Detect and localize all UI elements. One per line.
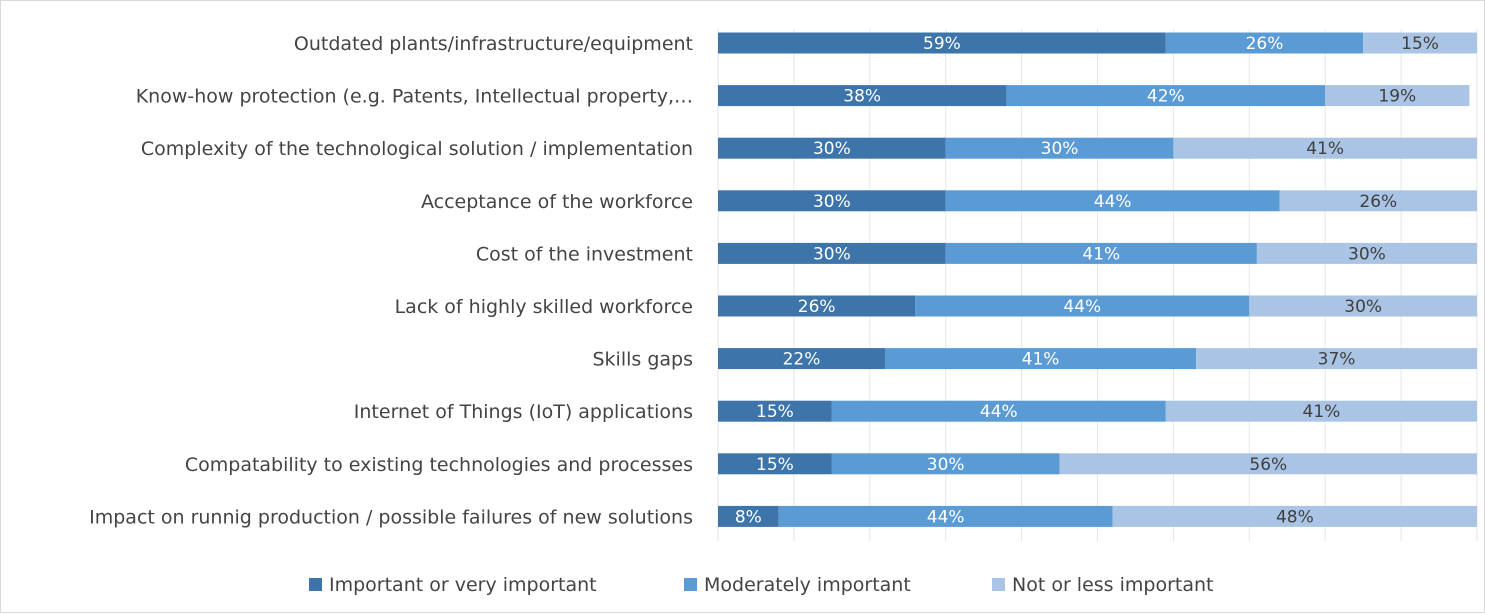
category-label: Acceptance of the workforce: [421, 191, 693, 213]
bar-row: Know-how protection (e.g. Patents, Intel…: [136, 85, 1470, 108]
data-label: 8%: [735, 507, 762, 527]
legend-swatch: [992, 578, 1005, 591]
bar-segment: [831, 400, 1166, 422]
bar-segment: [718, 190, 946, 212]
data-label: 26%: [1246, 34, 1284, 54]
bar-segment: [718, 32, 1166, 54]
bar-segment: [718, 295, 916, 317]
data-label: 22%: [783, 350, 821, 370]
bar-segment: [1112, 505, 1477, 527]
bar-segment: [1196, 348, 1477, 370]
legend-swatch: [309, 578, 322, 591]
data-label: 19%: [1378, 87, 1416, 107]
data-label: 30%: [813, 244, 851, 264]
data-label: 30%: [927, 455, 965, 475]
category-label: Compatability to existing technologies a…: [185, 454, 693, 476]
bar-segment: [718, 242, 946, 264]
legend-label: Important or very important: [329, 574, 597, 596]
data-label: 15%: [1401, 34, 1439, 54]
category-label: Skills gaps: [592, 349, 693, 371]
bar-segment: [1249, 295, 1477, 317]
bar-segment: [1363, 32, 1477, 54]
bar-row: Skills gaps 22% 41% 37%: [592, 348, 1477, 371]
data-label: 56%: [1249, 455, 1287, 475]
category-label: Cost of the investment: [476, 243, 693, 265]
data-label: 15%: [756, 402, 794, 422]
legend-label: Moderately important: [704, 574, 911, 596]
category-label: Outdated plants/infrastructure/equipment: [294, 33, 693, 55]
category-label: Internet of Things (IoT) applications: [354, 401, 693, 423]
data-label: 44%: [1063, 297, 1101, 317]
bar-segment: [718, 85, 1007, 107]
legend: Important or very important Moderately im…: [309, 574, 1213, 596]
bar-segment: [945, 190, 1280, 212]
bar-segment: [718, 453, 832, 475]
bar-row: Impact on runnig production / possible f…: [89, 505, 1477, 528]
bar-segment: [884, 348, 1197, 370]
bar-segment: [1173, 137, 1477, 159]
bar-segment: [1279, 190, 1477, 212]
data-label: 41%: [1306, 139, 1344, 159]
bar-segment: [915, 295, 1250, 317]
category-label: Impact on runnig production / possible f…: [89, 506, 693, 528]
legend-item: Not or less important: [992, 574, 1213, 596]
data-label: 42%: [1147, 87, 1185, 107]
data-label: 59%: [923, 34, 961, 54]
category-label: Lack of highly skilled workforce: [395, 296, 693, 318]
data-label: 30%: [813, 139, 851, 159]
data-label: 26%: [798, 297, 836, 317]
bar-segment: [718, 400, 832, 422]
data-label: 44%: [927, 507, 965, 527]
data-label: 30%: [813, 192, 851, 212]
category-label: Complexity of the technological solution…: [141, 138, 693, 160]
bar-segment: [1006, 85, 1326, 107]
bar-row: Acceptance of the workforce 30% 44% 26%: [421, 190, 1477, 213]
bar-segment: [1165, 400, 1477, 422]
bar-segment: [1165, 32, 1364, 54]
bar-segment: [1325, 85, 1470, 107]
data-label: 30%: [1348, 244, 1386, 264]
legend-swatch: [684, 578, 697, 591]
data-label: 48%: [1276, 507, 1314, 527]
bar-row: Outdated plants/infrastructure/equipment…: [294, 32, 1477, 55]
bar-row: Compatability to existing technologies a…: [185, 453, 1477, 476]
legend-label: Not or less important: [1012, 574, 1213, 596]
bar-row: Lack of highly skilled workforce 26% 44% 30…: [395, 295, 1477, 318]
data-label: 41%: [1082, 244, 1120, 264]
data-label: 44%: [980, 402, 1018, 422]
legend-item: Important or very important: [309, 574, 597, 596]
bar-segment: [945, 137, 1174, 159]
bar-segment: [1059, 453, 1477, 475]
bar-segment: [831, 453, 1060, 475]
data-label: 38%: [843, 87, 881, 107]
bar-row: Cost of the investment 30% 41% 30%: [476, 242, 1477, 265]
bar-segment: [778, 505, 1113, 527]
legend-item: Moderately important: [684, 574, 911, 596]
bar-segment: [718, 348, 885, 370]
bar-segment: [945, 242, 1257, 264]
data-label: 30%: [1344, 297, 1382, 317]
bar-segment: [1256, 242, 1477, 264]
data-label: 41%: [1022, 350, 1060, 370]
bar-segment: [718, 505, 779, 527]
bar-row: Internet of Things (IoT) applications 15%…: [354, 400, 1477, 423]
data-label: 41%: [1303, 402, 1341, 422]
bar-segment: [718, 137, 946, 159]
data-label: 44%: [1094, 192, 1132, 212]
data-label: 26%: [1359, 192, 1397, 212]
data-label: 37%: [1318, 350, 1356, 370]
bar-row: Complexity of the technological solution…: [141, 137, 1477, 160]
data-label: 15%: [756, 455, 794, 475]
category-label: Know-how protection (e.g. Patents, Intel…: [136, 86, 693, 108]
data-label: 30%: [1041, 139, 1079, 159]
